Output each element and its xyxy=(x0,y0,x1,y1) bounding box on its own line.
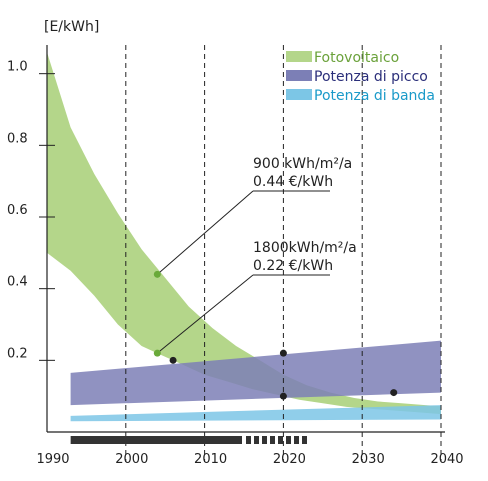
timeline-bar xyxy=(70,436,307,444)
timeline-solid xyxy=(70,436,242,444)
x-tick-label: 2030 xyxy=(352,452,385,467)
legend-swatch-fotovoltaico xyxy=(286,51,312,62)
data-bands xyxy=(47,52,441,422)
timeline-segment xyxy=(278,436,283,444)
legend-label-potenza-di-picco: Potenza di picco xyxy=(314,69,428,85)
timeline-segment xyxy=(254,436,259,444)
annotations: 900 kWh/m²/a 0.44 €/kWh 1800kWh/m²/a 0.22 €… xyxy=(156,156,357,354)
legend-label-potenza-di-banda: Potenza di banda xyxy=(314,88,435,104)
data-point xyxy=(169,356,177,364)
legend-label-fotovoltaico: Fotovoltaico xyxy=(314,50,399,66)
data-point xyxy=(390,389,398,397)
band-fotovoltaico xyxy=(47,52,441,415)
annotation-line2: 0.44 €/kWh xyxy=(253,174,333,190)
data-point xyxy=(153,349,161,357)
y-tick-label: 0.2 xyxy=(7,346,28,361)
timeline-segment xyxy=(246,436,251,444)
y-tick-label: 1.0 xyxy=(7,60,28,75)
annotation-line2: 0.22 €/kWh xyxy=(253,258,333,274)
data-point xyxy=(279,349,287,357)
annotation-line1: 1800kWh/m²/a xyxy=(253,240,357,256)
y-tick-label: 0.6 xyxy=(7,203,28,218)
axes xyxy=(46,45,445,433)
x-tick-label: 1990 xyxy=(36,452,69,467)
data-points xyxy=(153,270,398,400)
x-tick-label: 2010 xyxy=(194,452,227,467)
timeline-segment xyxy=(270,436,275,444)
x-tick-label: 2040 xyxy=(430,452,463,467)
x-ticks: 1990 2000 2010 2020 2030 2040 xyxy=(36,452,463,467)
y-axis-label: [E/kWh] xyxy=(44,19,99,35)
legend-swatch-potenza-di-banda xyxy=(286,89,312,100)
annotation-leader xyxy=(156,190,254,275)
timeline-segment xyxy=(286,436,291,444)
band-potenza-di-picco xyxy=(70,340,441,406)
annotation-leader xyxy=(157,274,254,354)
data-point xyxy=(153,270,161,278)
data-point xyxy=(279,392,287,400)
x-tick-label: 2000 xyxy=(115,452,148,467)
y-tick-label: 0.4 xyxy=(7,275,28,290)
timeline-segment xyxy=(294,436,299,444)
legend-swatch-potenza-di-picco xyxy=(286,70,312,81)
x-tick-label: 2020 xyxy=(273,452,306,467)
band-potenza-di-banda xyxy=(70,405,441,422)
vertical-guide-lines xyxy=(125,45,442,462)
annotation-line1: 900 kWh/m²/a xyxy=(253,156,352,172)
timeline-segment xyxy=(302,436,307,444)
y-tick-label: 0.8 xyxy=(7,131,28,146)
timeline-segment xyxy=(262,436,267,444)
legend: Fotovoltaico Potenza di picco Potenza di b… xyxy=(286,50,435,104)
y-ticks: 0.2 0.4 0.6 0.8 1.0 xyxy=(7,60,55,361)
